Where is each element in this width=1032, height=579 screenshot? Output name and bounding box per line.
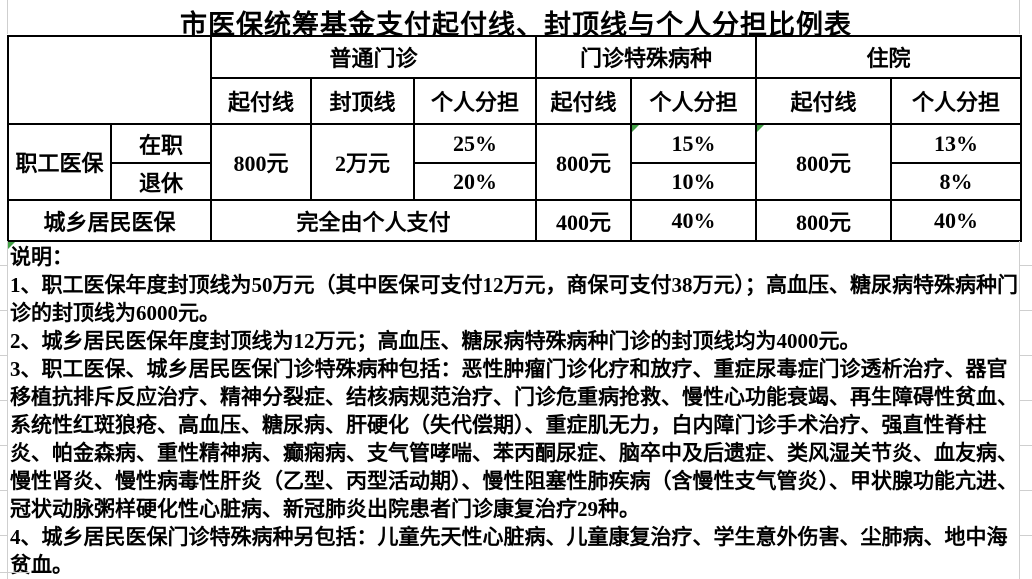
- gridline: [1020, 490, 1032, 491]
- gridline: [0, 572, 30, 573]
- cell-employee-general-cap[interactable]: 2万元: [310, 123, 415, 201]
- group-header-row: 普通门诊 门诊特殊病种 住院: [7, 35, 1023, 125]
- error-indicator-icon: [758, 126, 765, 132]
- error-indicator-icon: [633, 126, 640, 132]
- notes-section[interactable]: 说明： 1、职工医保年度封顶线为50万元（其中医保可支付12万元，商保可支付38…: [10, 243, 1022, 579]
- gridline: [0, 490, 7, 491]
- gridline: [0, 310, 7, 311]
- table-title[interactable]: 市医保统筹基金支付起付线、封顶线与个人分担比例表: [180, 10, 852, 40]
- cell-employee-general-share-retired[interactable]: 20%: [412, 162, 538, 201]
- header-deductible-special[interactable]: 起付线: [535, 77, 633, 125]
- gridline: [0, 355, 7, 356]
- gridline: [0, 265, 7, 266]
- sub-header-row: 起付线 封顶线 个人分担 起付线 个人分担 起付线 个人分担: [8, 77, 1023, 125]
- cell-employee-general-deductible[interactable]: 800元: [210, 123, 312, 201]
- employee-retired-row: 退休 20% 10% 8%: [8, 162, 1023, 201]
- header-deductible-general[interactable]: 起付线: [210, 77, 312, 125]
- header-special-outpatient[interactable]: 门诊特殊病种: [535, 35, 758, 79]
- header-share-general[interactable]: 个人分担: [412, 77, 538, 125]
- cell-resident-special-deductible[interactable]: 400元: [535, 199, 633, 242]
- cell-employee-general-share-active[interactable]: 25%: [412, 123, 538, 164]
- gridline: [1020, 535, 1032, 536]
- cell-resident-general-payment[interactable]: 完全由个人支付: [209, 199, 538, 242]
- header-inpatient[interactable]: 住院: [755, 35, 1023, 79]
- note-item-2: 2、城乡居民医保年度封顶线为12万元；高血压、糖尿病特殊病种门诊的封顶线均为40…: [10, 329, 861, 353]
- cell-employee-inpatient-deductible[interactable]: 800元: [755, 123, 893, 201]
- cell-employee-insurance-label[interactable]: 职工医保: [7, 123, 112, 201]
- insurance-table: 普通门诊 门诊特殊病种 住院 起付线 封顶线 个人分担 起付线 个人分担 起付线…: [7, 35, 1023, 242]
- cell-retired-label[interactable]: 退休: [110, 162, 212, 201]
- header-share-special[interactable]: 个人分担: [630, 77, 758, 125]
- resident-row: 城乡居民医保 完全由个人支付 400元 40% 800元 40%: [7, 199, 1023, 242]
- gridline: [0, 400, 7, 401]
- gridline: [1019, 0, 1020, 34]
- cell-resident-insurance-label[interactable]: 城乡居民医保: [7, 199, 212, 242]
- notes-heading: 说明：: [10, 245, 73, 269]
- cell-employee-special-deductible[interactable]: 800元: [535, 123, 633, 201]
- error-indicator-icon: [8, 242, 15, 249]
- gridline: [1020, 400, 1032, 401]
- cell-active-label[interactable]: 在职: [110, 123, 212, 164]
- gridline: [0, 445, 7, 446]
- gridline: [7, 241, 8, 579]
- cell-resident-special-share[interactable]: 40%: [630, 199, 758, 242]
- cell-employee-special-share-retired[interactable]: 10%: [630, 162, 758, 201]
- note-item-1: 1、职工医保年度封顶线为50万元（其中医保可支付12万元，商保可支付38万元）；…: [10, 273, 1018, 325]
- note-item-4: 4、城乡居民医保门诊特殊病种另包括：儿童先天性心脏病、儿童康复治疗、学生意外伤害…: [10, 525, 1008, 577]
- cell-employee-special-share-active[interactable]: 15%: [630, 123, 758, 164]
- header-general-outpatient[interactable]: 普通门诊: [209, 35, 538, 79]
- note-item-3: 3、职工医保、城乡居民医保门诊特殊病种包括：恶性肿瘤门诊化疗和放疗、重症尿毒症门…: [10, 357, 1018, 521]
- cell-resident-inpatient-share[interactable]: 40%: [890, 199, 1023, 242]
- gridline: [1019, 241, 1020, 579]
- cell-value: 800元: [796, 151, 852, 176]
- corner-cell[interactable]: [7, 35, 212, 125]
- employee-active-row: 职工医保 在职 800元 2万元 25% 800元 15% 800元 13%: [7, 123, 1023, 201]
- cell-resident-inpatient-deductible[interactable]: 800元: [755, 199, 893, 242]
- gridline: [7, 0, 8, 34]
- cell-value: 15%: [671, 130, 716, 156]
- header-deductible-inpatient[interactable]: 起付线: [755, 77, 893, 125]
- cell-employee-inpatient-share-retired[interactable]: 8%: [890, 162, 1023, 201]
- header-share-inpatient[interactable]: 个人分担: [890, 77, 1023, 125]
- gridline: [1020, 445, 1032, 446]
- gridline: [1020, 310, 1032, 311]
- gridline: [0, 535, 7, 536]
- cell-employee-inpatient-share-active[interactable]: 13%: [890, 123, 1023, 164]
- gridline: [1020, 265, 1032, 266]
- header-cap-general[interactable]: 封顶线: [310, 77, 415, 125]
- gridline: [1020, 355, 1032, 356]
